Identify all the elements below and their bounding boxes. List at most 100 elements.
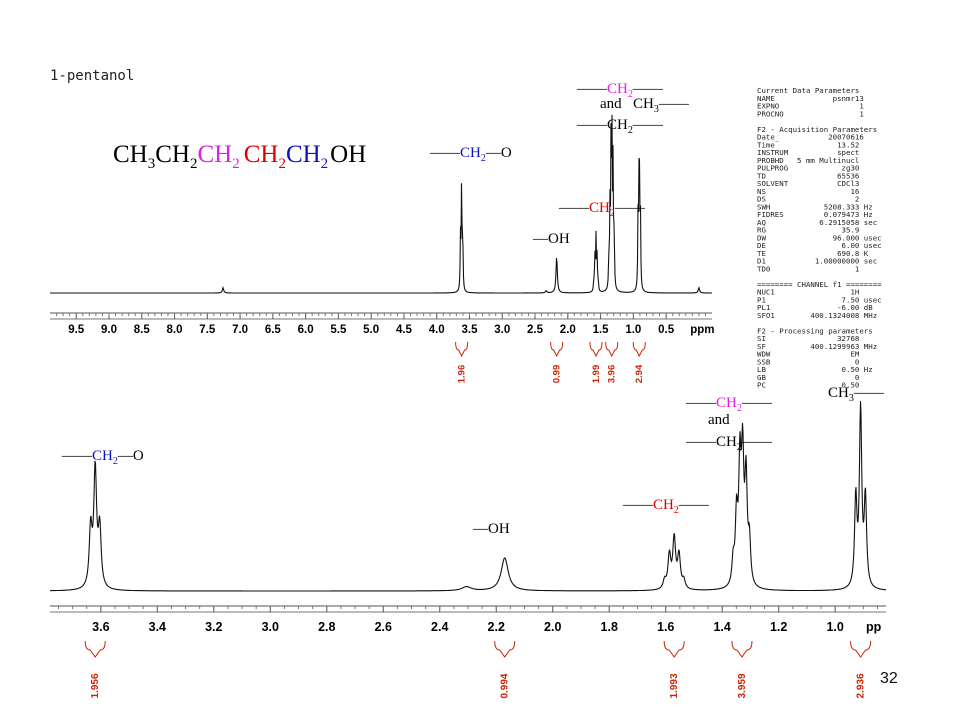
parameter-line: DW 96.000 usec: [757, 233, 882, 242]
parameter-line: AQ 6.2915058 sec: [757, 218, 877, 227]
structural-formula: CH3CH2CH2 CH2CH2OH: [113, 141, 366, 172]
label-ch2-black-top: ——CH2——: [576, 117, 664, 136]
bottom-integral-value: 1.956: [90, 673, 101, 698]
label-ch2o-bottom: ——CH2—O: [61, 448, 144, 467]
top-tick-label: 3.5: [461, 324, 478, 336]
label-ch2-magenta-bottom: ——CH2——: [685, 395, 773, 414]
top-integral-bracket: [455, 341, 469, 358]
bottom-tick-label: 3.0: [262, 620, 279, 634]
bottom-integral-bracket: [731, 640, 753, 658]
label-oh-bottom: —OH: [472, 521, 510, 537]
parameter-line: EXPNO 1: [757, 102, 864, 111]
label-and-bottom: and: [708, 412, 730, 428]
bottom-tick-label: 1.8: [601, 620, 618, 634]
top-integrals: 1.96 0.99 1.99 3.96 2.94: [455, 341, 646, 384]
bottom-tick-label: 2.6: [375, 620, 392, 634]
parameter-line: SSB 0: [757, 357, 859, 366]
spectrum-title: 1-pentanol: [50, 68, 134, 84]
top-axis-ticks: 9.5 9.0 8.5 8.0 7.5 7.0 6.5 6.0 5.5 5.0 4.5 4.0 3.5 3…: [56, 313, 714, 336]
label-ch2-magenta-top: ——CH2——: [576, 81, 664, 100]
top-axis-unit: ppm: [690, 324, 714, 336]
bottom-tick-label: 2.4: [431, 620, 448, 634]
label-ch2-red-bottom: ——CH2——: [622, 497, 710, 516]
top-tick-label: 7.0: [232, 324, 248, 336]
top-tick-label: 4.5: [396, 324, 413, 336]
parameter-line: DS 2: [757, 195, 859, 204]
bottom-tick-label: 1.0: [826, 620, 843, 634]
bottom-axis-unit: pp: [866, 620, 882, 634]
parameter-line: ======== CHANNEL f1 ========: [757, 280, 882, 289]
bottom-tick-label: 3.6: [92, 620, 109, 634]
formula-group-1: CH: [113, 141, 148, 168]
top-integral-bracket: [632, 341, 646, 358]
parameter-line: SWH 5208.333 Hz: [757, 202, 873, 211]
bottom-tick-label: 1.2: [770, 620, 787, 634]
parameter-line: F2 - Acquisition Parameters: [757, 125, 877, 134]
top-peak-labels: ——CH2—O —OH ——CH2—— ——CH2—— and CH3—— ——…: [429, 81, 690, 247]
parameter-line: INSTRUM spect: [757, 148, 859, 157]
top-tick-label: 1.5: [593, 324, 610, 336]
label-oh-top: —OH: [532, 231, 570, 247]
parameter-line: WDW EM: [757, 350, 860, 359]
bottom-integral-bracket: [850, 640, 872, 658]
parameter-line: Current Data Parameters: [757, 86, 859, 95]
top-integral-value: 1.96: [457, 365, 468, 384]
parameter-line: NS 16: [757, 187, 859, 196]
bottom-integral-bracket: [84, 640, 106, 658]
bottom-tick-label: 3.4: [149, 620, 166, 634]
top-tick-label: 9.0: [101, 324, 117, 336]
top-integral-value: 0.99: [552, 365, 563, 384]
label-ch3-top: CH3——: [633, 96, 690, 115]
parameter-line: SFO1 400.1324008 MHz: [757, 311, 877, 320]
bottom-integral-value: 3.959: [737, 673, 748, 698]
parameter-line: GB 0: [757, 373, 859, 382]
bottom-tick-label: 2.0: [544, 620, 561, 634]
bottom-peak-labels: ——CH2—O —OH ——CH2—— ——CH2—— and ——CH2—— …: [61, 385, 885, 537]
top-integral-bracket: [605, 341, 619, 358]
parameter-line: PC 0.50: [757, 381, 859, 390]
top-integral-bracket: [589, 341, 603, 358]
top-tick-label: 6.0: [298, 324, 314, 336]
parameter-line: NUC1 1H: [757, 288, 859, 297]
top-tick-label: 6.5: [265, 324, 282, 336]
top-tick-label: 9.5: [68, 324, 85, 336]
label-and-top: and: [600, 96, 622, 112]
top-tick-label: 3.0: [494, 324, 510, 336]
parameter-line: F2 - Processing parameters: [757, 326, 873, 335]
parameter-line: Time 13.52: [757, 140, 859, 149]
parameter-line: PROBHD 5 mm Multinucl: [757, 156, 859, 165]
top-integral-value: 3.96: [607, 365, 618, 384]
bottom-tick-label: 3.2: [205, 620, 222, 634]
bottom-tick-label: 2.8: [318, 620, 335, 634]
parameter-line: FIDRES 0.079473 Hz: [757, 210, 873, 219]
bottom-integral-bracket: [663, 640, 685, 658]
bottom-tick-label: 1.4: [713, 620, 730, 634]
parameter-line: PL1 -6.00 dB: [757, 303, 873, 312]
bottom-integrals: 1.956 0.994 1.993 3.959 2.936: [84, 640, 872, 699]
label-ch2-red-top: ——CH2——: [558, 200, 646, 219]
top-tick-label: 2.5: [527, 324, 544, 336]
label-ch2-black-bottom: ——CH2——: [685, 434, 773, 453]
bottom-tick-label: 2.2: [488, 620, 505, 634]
parameter-line: LB 0.50 Hz: [757, 365, 873, 374]
top-tick-label: 8.0: [167, 324, 183, 336]
bottom-integral-value: 0.994: [500, 673, 511, 698]
top-tick-label: 5.0: [363, 324, 379, 336]
top-spectrum: 9.5 9.0 8.5 8.0 7.5 7.0 6.5 6.0 5.5 5.0 4.5 4.0 3.5 3…: [50, 114, 714, 384]
parameter-line: RG 35.9: [757, 226, 859, 235]
top-tick-label: 5.5: [330, 324, 347, 336]
bottom-integral-value: 2.936: [856, 673, 867, 698]
label-ch2o-top: ——CH2—O: [429, 145, 512, 164]
top-integral-value: 2.94: [634, 364, 645, 383]
bottom-integral-bracket: [494, 640, 516, 658]
parameter-line: TD0 1: [757, 264, 859, 273]
top-tick-label: 8.5: [134, 324, 151, 336]
slide-number: 32: [880, 670, 898, 687]
parameter-line: PULPROG zg30: [757, 164, 859, 173]
parameter-line: NAME psnmr13: [757, 94, 864, 103]
bottom-spectrum: 3.6 3.4 3.2 3.0 2.8 2.6 2.4 2.2 2.0 1.8 1.6 1.4 1.2 1…: [50, 400, 887, 699]
top-tick-label: 4.0: [429, 324, 445, 336]
top-integral-value: 1.99: [591, 365, 602, 384]
